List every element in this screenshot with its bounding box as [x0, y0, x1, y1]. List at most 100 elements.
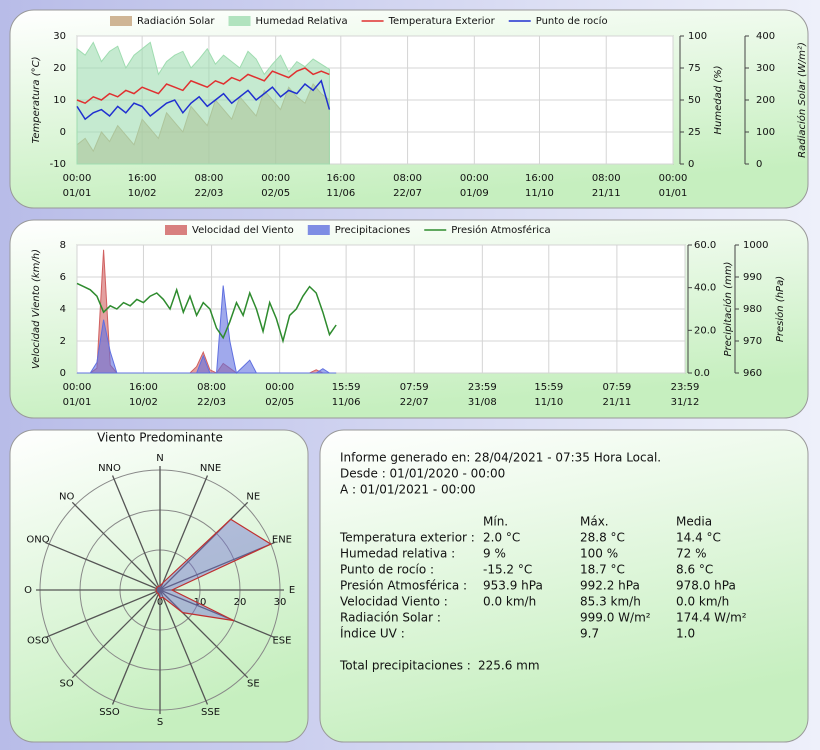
y2-axis-title: Precipitación (mm) — [722, 262, 734, 357]
x-tick-label: 01/01 — [63, 188, 92, 199]
y-tick-label: 6 — [60, 272, 66, 283]
y3-tick-label: 960 — [743, 368, 762, 379]
area — [76, 41, 330, 165]
y-tick-label: 2 — [60, 336, 66, 347]
x-tick-label: 08:00 — [194, 173, 223, 184]
y-tick-label: 30 — [53, 31, 66, 42]
spoke — [111, 589, 161, 705]
cell-value: 999.0 W/m² — [580, 611, 651, 625]
x-tick-label: 22/03 — [197, 397, 226, 408]
direction-label: SO — [60, 678, 74, 689]
x-tick-label: 16:00 — [525, 173, 554, 184]
spoke — [71, 589, 161, 679]
cell-value: 14.4 °C — [676, 531, 721, 545]
direction-label: OSO — [27, 636, 49, 647]
spoke — [159, 541, 275, 591]
r-tick-label: 20 — [234, 597, 247, 608]
cell-value: 174.4 W/m² — [676, 611, 747, 625]
x-tick-label: 22/03 — [194, 188, 223, 199]
y2-tick-label: 20.0 — [694, 325, 716, 336]
y3-tick-label: 400 — [756, 31, 775, 42]
direction-label: NNE — [200, 463, 221, 474]
y-axis-title: Temperatura (°C) — [31, 57, 42, 144]
x-tick-label: 00:00 — [659, 173, 688, 184]
legend-label: Radiación Solar — [137, 15, 215, 27]
cell-value: 992.2 hPa — [580, 579, 640, 593]
x-tick-label: 31/08 — [468, 397, 497, 408]
y2-tick-label: 60.0 — [694, 240, 716, 251]
direction-label: ONO — [26, 534, 49, 545]
y-axis-title: Velocidad Viento (km/h) — [31, 249, 42, 369]
spoke — [111, 475, 161, 591]
row-label: Temperatura exterior : — [339, 531, 475, 545]
x-tick-label: 07:59 — [602, 382, 631, 393]
cell-value: 1.0 — [676, 627, 695, 641]
y2-tick-label: 0 — [688, 159, 694, 170]
cell-value: 0.0 km/h — [676, 595, 729, 609]
direction-label: SSO — [99, 707, 120, 718]
direction-label: SE — [247, 678, 260, 689]
y-tick-label: 8 — [60, 240, 66, 251]
spoke — [71, 501, 161, 591]
direction-label: E — [289, 585, 295, 596]
row-label: Punto de rocío : — [340, 563, 434, 577]
x-tick-label: 00:00 — [63, 173, 92, 184]
legend-swatch — [307, 225, 330, 235]
row-label: Radiación Solar : — [340, 611, 441, 625]
spoke — [159, 589, 209, 705]
y-tick-label: 0 — [60, 368, 66, 379]
r-tick-label: 30 — [274, 597, 287, 608]
spoke — [159, 475, 209, 591]
legend-swatch — [228, 16, 251, 26]
x-tick-label: 00:00 — [460, 173, 489, 184]
y3-tick-label: 1000 — [743, 240, 768, 251]
x-tick-label: 16:00 — [129, 382, 158, 393]
legend-label: Humedad Relativa — [256, 16, 348, 27]
legend-label: Punto de rocío — [536, 15, 608, 27]
y2-tick-label: 100 — [688, 31, 707, 42]
cell-value: 9.7 — [580, 627, 599, 641]
y3-tick-label: 990 — [743, 272, 762, 283]
direction-label: NO — [59, 492, 74, 503]
x-tick-label: 01/01 — [659, 188, 688, 199]
y2-tick-label: 50 — [688, 95, 701, 106]
x-tick-label: 16:00 — [128, 173, 157, 184]
cell-value: 100 % — [580, 547, 618, 561]
report-line: Informe generado en: 28/04/2021 - 07:35 … — [340, 451, 661, 465]
column-header: Media — [676, 515, 712, 529]
y3-tick-label: 300 — [756, 63, 775, 74]
x-tick-label: 11/10 — [525, 188, 554, 199]
x-tick-label: 11/06 — [332, 397, 361, 408]
y2-tick-label: 25 — [688, 127, 701, 138]
direction-label: ENE — [272, 534, 292, 545]
y2-tick-label: 40.0 — [694, 283, 716, 294]
total-value: 225.6 mm — [478, 659, 540, 673]
x-tick-label: 15:59 — [534, 382, 563, 393]
y2-axis-title: Humedad (%) — [713, 65, 724, 134]
cell-value: 9 % — [483, 547, 506, 561]
direction-label: O — [24, 585, 32, 596]
r-tick-label: 10 — [194, 597, 207, 608]
spoke — [159, 589, 275, 639]
y2-tick-label: 0.0 — [694, 368, 710, 379]
report-line: A : 01/01/2021 - 00:00 — [340, 483, 476, 497]
x-tick-label: 00:00 — [261, 173, 290, 184]
x-tick-label: 10/02 — [129, 397, 158, 408]
y2-tick-label: 75 — [688, 63, 701, 74]
line — [76, 79, 331, 121]
x-tick-label: 10/02 — [128, 188, 157, 199]
x-tick-label: 08:00 — [592, 173, 621, 184]
x-tick-label: 00:00 — [265, 382, 294, 393]
direction-label: S — [157, 717, 163, 728]
x-tick-label: 15:59 — [332, 382, 361, 393]
x-tick-label: 02/05 — [265, 397, 294, 408]
direction-label: SSE — [201, 707, 220, 718]
legend-label: Velocidad del Viento — [192, 225, 294, 236]
direction-label: NE — [246, 492, 260, 503]
y-tick-label: -10 — [50, 159, 66, 170]
total-label: Total precipitaciones : — [339, 659, 471, 673]
x-tick-label: 11/06 — [326, 188, 355, 199]
x-tick-label: 08:00 — [197, 382, 226, 393]
x-tick-label: 01/09 — [460, 188, 489, 199]
